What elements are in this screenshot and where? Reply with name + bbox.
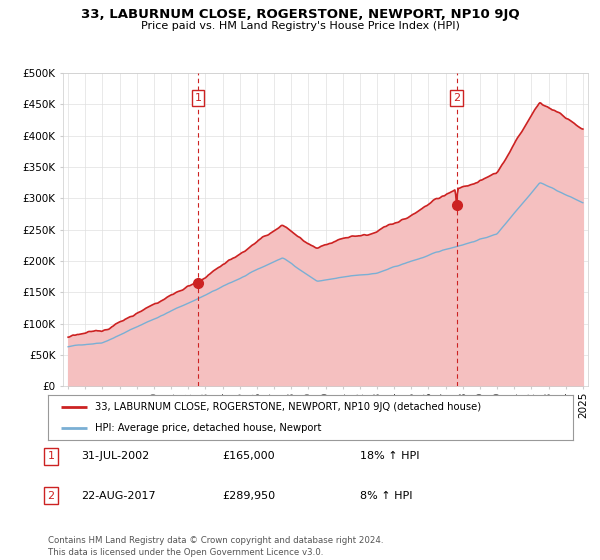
Text: 33, LABURNUM CLOSE, ROGERSTONE, NEWPORT, NP10 9JQ (detached house): 33, LABURNUM CLOSE, ROGERSTONE, NEWPORT,… xyxy=(95,402,481,412)
Text: 8% ↑ HPI: 8% ↑ HPI xyxy=(360,491,413,501)
Text: 18% ↑ HPI: 18% ↑ HPI xyxy=(360,451,419,461)
Text: Contains HM Land Registry data © Crown copyright and database right 2024.
This d: Contains HM Land Registry data © Crown c… xyxy=(48,536,383,557)
Text: Price paid vs. HM Land Registry's House Price Index (HPI): Price paid vs. HM Land Registry's House … xyxy=(140,21,460,31)
Text: 2: 2 xyxy=(453,93,460,103)
Text: 22-AUG-2017: 22-AUG-2017 xyxy=(81,491,155,501)
Text: £289,950: £289,950 xyxy=(222,491,275,501)
Text: 31-JUL-2002: 31-JUL-2002 xyxy=(81,451,149,461)
Text: 33, LABURNUM CLOSE, ROGERSTONE, NEWPORT, NP10 9JQ: 33, LABURNUM CLOSE, ROGERSTONE, NEWPORT,… xyxy=(80,8,520,21)
Text: 1: 1 xyxy=(47,451,55,461)
Text: HPI: Average price, detached house, Newport: HPI: Average price, detached house, Newp… xyxy=(95,423,322,433)
Text: £165,000: £165,000 xyxy=(222,451,275,461)
Text: 2: 2 xyxy=(47,491,55,501)
Text: 1: 1 xyxy=(194,93,202,103)
